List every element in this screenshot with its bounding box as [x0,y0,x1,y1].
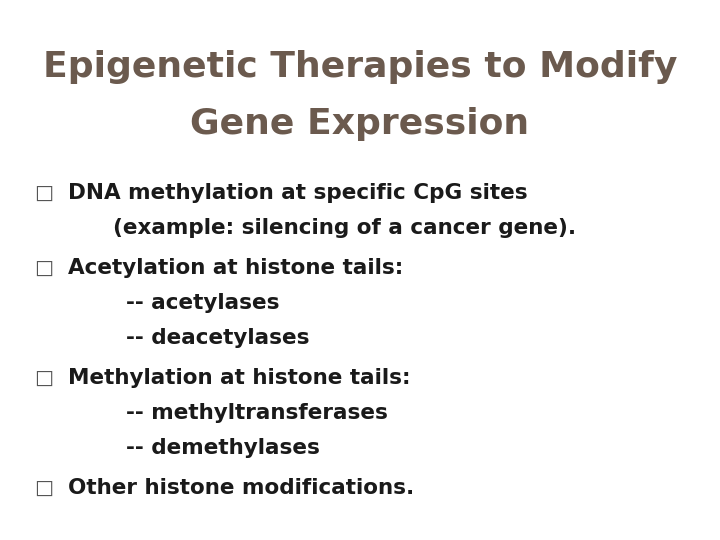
Text: -- methyltransferases: -- methyltransferases [126,403,388,423]
Text: Gene Expression: Gene Expression [190,107,530,141]
Text: (example: silencing of a cancer gene).: (example: silencing of a cancer gene). [83,218,576,238]
Text: -- acetylases: -- acetylases [126,293,279,313]
Text: □: □ [35,368,53,388]
Text: □: □ [35,184,53,202]
Text: Acetylation at histone tails:: Acetylation at histone tails: [68,258,404,278]
Text: -- demethylases: -- demethylases [126,438,320,458]
Text: Epigenetic Therapies to Modify: Epigenetic Therapies to Modify [42,51,678,84]
Text: -- deacetylases: -- deacetylases [126,328,310,348]
Text: Other histone modifications.: Other histone modifications. [68,478,415,498]
Text: □: □ [35,259,53,278]
Text: □: □ [35,478,53,497]
Text: DNA methylation at specific CpG sites: DNA methylation at specific CpG sites [68,183,528,203]
Text: Methylation at histone tails:: Methylation at histone tails: [68,368,411,388]
